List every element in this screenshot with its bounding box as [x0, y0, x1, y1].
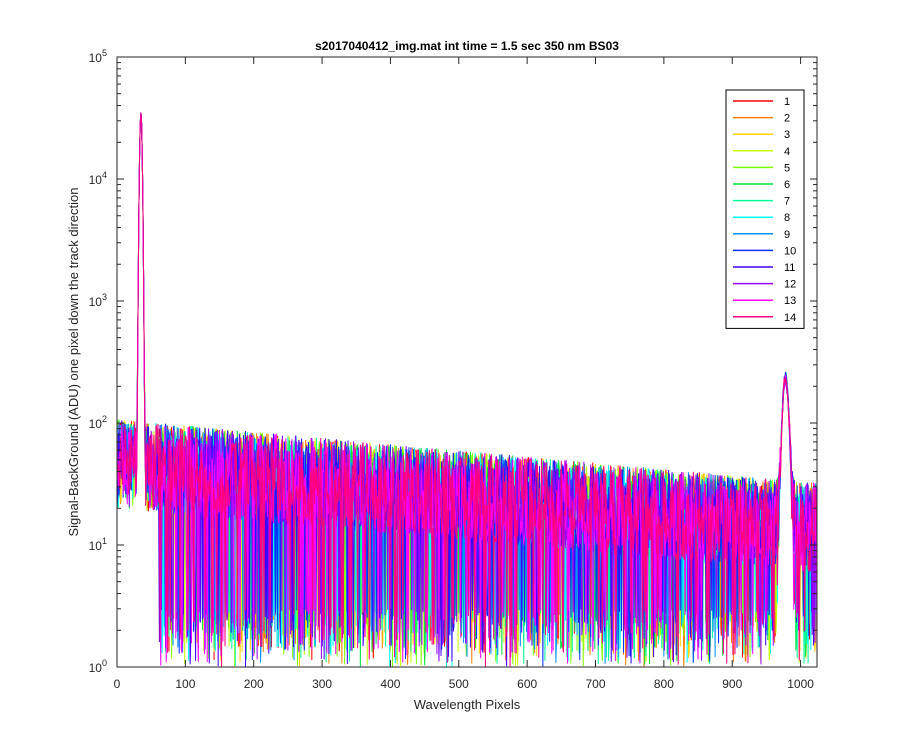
y-tick-label-3: 103: [89, 292, 107, 309]
x-tick-label-0: 0: [114, 677, 121, 691]
x-axis-label: Wavelength Pixels: [414, 697, 521, 712]
y-axis-label: Signal-BackGround (ADU) one pixel down t…: [66, 187, 81, 536]
x-tick-label-600: 600: [517, 677, 537, 691]
legend-label-5: 5: [784, 162, 790, 174]
legend-label-7: 7: [784, 196, 790, 208]
x-axis: 0 100 200 300 400 500 600 700 800 900 1000: [114, 57, 814, 691]
x-tick-label-400: 400: [380, 677, 400, 691]
y-tick-label-2: 102: [89, 414, 107, 431]
x-tick-label-500: 500: [449, 677, 469, 691]
x-tick-label-200: 200: [244, 677, 264, 691]
legend-label-8: 8: [784, 212, 790, 224]
y-tick-label-0: 100: [89, 658, 107, 675]
legend-label-4: 4: [784, 146, 790, 158]
series-line-12: [117, 112, 817, 665]
legend-box: [725, 89, 805, 329]
y-tick-label-4: 104: [89, 170, 107, 187]
legend-label-13: 13: [784, 295, 796, 307]
legend-label-3: 3: [784, 129, 790, 141]
x-tick-label-700: 700: [586, 677, 606, 691]
series-line-14: [117, 112, 817, 667]
legend-label-9: 9: [784, 229, 790, 241]
legend-label-14: 14: [784, 312, 796, 324]
x-tick-label-100: 100: [175, 677, 195, 691]
series-layer: [117, 112, 817, 667]
x-tick-label-800: 800: [654, 677, 674, 691]
legend-label-1: 1: [784, 96, 790, 108]
chart-title: s2017040412_img.mat int time = 1.5 sec 3…: [315, 39, 619, 53]
y-tick-label-1: 101: [89, 536, 107, 553]
legend-label-12: 12: [784, 279, 796, 291]
legend-label-10: 10: [784, 245, 796, 257]
x-tick-label-300: 300: [312, 677, 332, 691]
legend-label-11: 11: [784, 262, 795, 274]
plot-area-frame: [116, 56, 818, 668]
x-tick-label-1000: 1000: [787, 677, 814, 691]
legend-label-6: 6: [784, 179, 790, 191]
legend-label-2: 2: [784, 113, 790, 125]
x-tick-label-900: 900: [722, 677, 742, 691]
y-tick-label-5: 105: [89, 48, 107, 65]
